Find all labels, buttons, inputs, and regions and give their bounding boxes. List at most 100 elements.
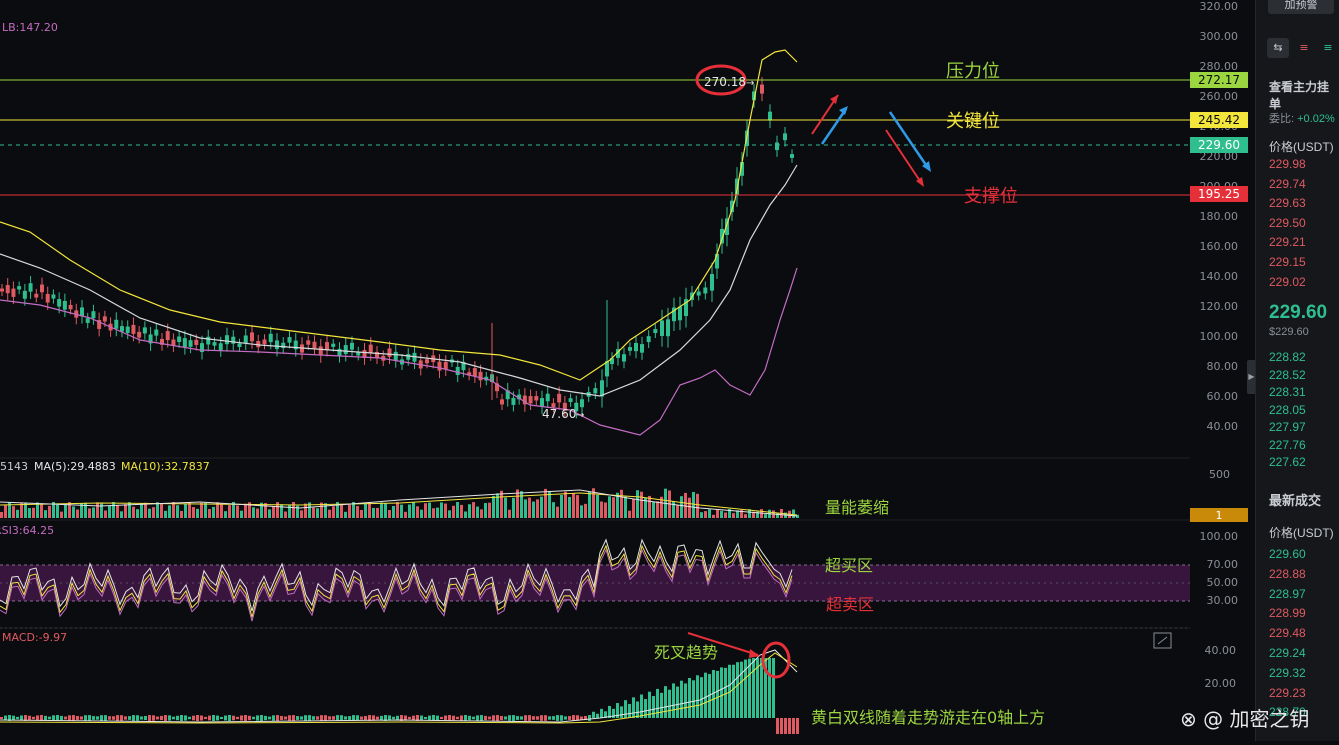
support-label: 支撑位 <box>964 186 1018 207</box>
volume-bar <box>368 502 371 518</box>
candle-body <box>646 336 651 343</box>
ask-price-row[interactable]: 229.15 <box>1269 255 1306 269</box>
macd-bar <box>196 715 199 721</box>
ask-price-row[interactable]: 229.50 <box>1269 215 1306 230</box>
macd-dea-line <box>0 652 798 724</box>
macd-bar <box>536 716 539 720</box>
candle-body <box>437 361 442 371</box>
candle-body <box>545 393 550 402</box>
key-level-label: 关键位 <box>946 111 1000 132</box>
ask-price-row[interactable]: 229.21 <box>1269 235 1306 250</box>
macd-label: MACD:-9.97 <box>2 631 67 644</box>
macd-bar <box>20 715 23 721</box>
macd-bar <box>560 715 563 721</box>
key-level-badge: 245.42 <box>1198 113 1240 127</box>
last-price-usd: $229.60 <box>1269 326 1309 338</box>
volume-bar <box>284 511 287 518</box>
volume-bar <box>528 497 531 518</box>
volume-bar <box>652 501 655 518</box>
orderbook-asks-icon[interactable]: ≡ <box>1299 41 1309 54</box>
volume-bar <box>592 488 595 518</box>
bid-price-row[interactable]: 228.05 <box>1269 402 1306 417</box>
candle-body <box>5 285 10 294</box>
volume-bar <box>644 497 647 518</box>
candle-body <box>350 342 354 350</box>
macd-bar <box>416 715 419 721</box>
volume-bar <box>312 507 315 518</box>
macd-bar <box>532 716 535 720</box>
volume-bar <box>184 503 187 518</box>
volume-bar <box>388 509 391 518</box>
macd-bar <box>644 699 647 718</box>
macd-bar <box>132 715 135 721</box>
macd-bar <box>184 715 187 721</box>
volume-bar <box>728 509 731 518</box>
volume-bar <box>92 507 95 518</box>
macd-bar <box>704 672 707 718</box>
volume-bar <box>456 502 459 518</box>
volume-bar <box>188 502 191 518</box>
trade-row: 228.97 <box>1269 586 1306 601</box>
volume-bar <box>144 502 147 518</box>
price-tick: 120.00 <box>1200 300 1239 313</box>
volume-bar <box>524 499 527 518</box>
ask-price-row[interactable]: 229.02 <box>1269 274 1306 289</box>
macd-bar <box>108 716 111 720</box>
orderbook-title[interactable]: 查看主力挂单 <box>1269 80 1330 111</box>
candle-body <box>231 336 236 344</box>
macd-bar <box>180 715 183 721</box>
candle-body <box>551 403 556 408</box>
volume-bar <box>16 509 19 518</box>
volume-bar <box>536 499 539 518</box>
alert-button[interactable]: 加预警 <box>1268 0 1334 14</box>
macd-bar <box>260 715 263 721</box>
candle-body <box>505 390 510 400</box>
collapse-panel-button[interactable]: ▶ <box>1247 360 1256 394</box>
macd-bar <box>348 716 351 720</box>
macd-bar <box>452 715 455 721</box>
trade-row: 229.32 <box>1269 665 1306 680</box>
expand-icon[interactable] <box>1153 632 1172 649</box>
orderbook-bids-icon[interactable]: ≡ <box>1323 41 1333 54</box>
macd-bar <box>360 716 363 720</box>
kline-chart[interactable]: 320.00300.00280.00260.00240.00220.00200.… <box>0 0 1255 741</box>
macd-bar <box>408 716 411 720</box>
bid-price-row[interactable]: 227.62 <box>1269 455 1306 469</box>
high-marker: 270.18 <box>704 75 746 89</box>
ask-price-row[interactable]: 229.74 <box>1269 176 1306 191</box>
macd-bar <box>92 716 95 720</box>
orderbook-both-icon[interactable]: ⇆ <box>1267 38 1289 58</box>
macd-bar <box>104 715 107 721</box>
volume-bar <box>692 492 695 518</box>
macd-bar <box>40 715 43 721</box>
price-tick: 160.00 <box>1200 240 1239 253</box>
candle-body <box>593 388 598 394</box>
bid-price-row[interactable]: 228.52 <box>1269 367 1306 382</box>
bid-price-row[interactable]: 227.76 <box>1269 437 1306 452</box>
candle-body <box>337 348 342 357</box>
chart-canvas[interactable]: 320.00300.00280.00260.00240.00220.00200.… <box>0 0 1255 741</box>
macd-tick: 40.00 <box>1205 644 1237 657</box>
macd-bar <box>148 715 151 721</box>
price-tick: 80.00 <box>1207 360 1239 373</box>
candle-body <box>622 354 626 362</box>
candle-body <box>250 332 254 342</box>
price-tick: 140.00 <box>1200 270 1239 283</box>
volume-bar <box>560 494 563 518</box>
macd-bar <box>428 715 431 721</box>
macd-bar <box>164 715 167 721</box>
macd-bar <box>728 664 731 718</box>
macd-bar <box>648 691 651 718</box>
volume-bar <box>400 504 403 518</box>
volume-bar <box>276 502 279 518</box>
ask-price-row[interactable]: 229.98 <box>1269 157 1306 171</box>
bid-price-row[interactable]: 227.97 <box>1269 420 1306 434</box>
macd-bar <box>424 716 427 720</box>
vol-ma10: MA(10):32.7837 <box>121 460 210 473</box>
volume-bar <box>516 489 519 518</box>
ask-price-row[interactable]: 229.63 <box>1269 196 1306 211</box>
bid-price-row[interactable]: 228.31 <box>1269 385 1306 399</box>
volume-bar <box>20 503 23 518</box>
bid-price-row[interactable]: 228.82 <box>1269 350 1306 364</box>
macd-bar <box>688 677 691 718</box>
